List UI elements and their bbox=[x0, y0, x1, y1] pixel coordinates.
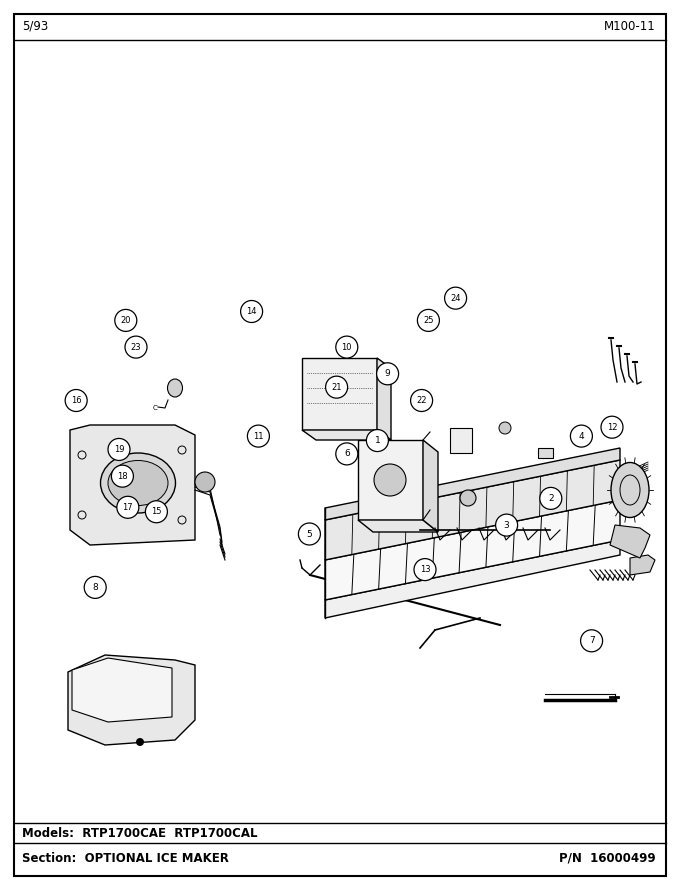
Polygon shape bbox=[325, 448, 620, 520]
Circle shape bbox=[195, 472, 215, 492]
Polygon shape bbox=[325, 540, 620, 618]
Circle shape bbox=[377, 363, 398, 384]
Circle shape bbox=[108, 439, 130, 460]
Polygon shape bbox=[72, 658, 172, 722]
Circle shape bbox=[418, 310, 439, 331]
Circle shape bbox=[540, 488, 562, 509]
Circle shape bbox=[146, 501, 167, 522]
Circle shape bbox=[65, 390, 87, 411]
Circle shape bbox=[136, 738, 144, 746]
Polygon shape bbox=[325, 460, 620, 560]
Circle shape bbox=[374, 464, 406, 496]
Polygon shape bbox=[630, 555, 655, 575]
Circle shape bbox=[411, 390, 432, 411]
Text: 8: 8 bbox=[92, 583, 98, 592]
Circle shape bbox=[367, 430, 388, 451]
Ellipse shape bbox=[611, 463, 649, 517]
Circle shape bbox=[414, 559, 436, 580]
Circle shape bbox=[299, 523, 320, 545]
Bar bbox=[302, 358, 377, 430]
Text: 2: 2 bbox=[548, 494, 554, 503]
Text: Models:  RTP1700CAE  RTP1700CAL: Models: RTP1700CAE RTP1700CAL bbox=[22, 827, 258, 839]
Text: 23: 23 bbox=[131, 343, 141, 352]
Circle shape bbox=[601, 417, 623, 438]
Polygon shape bbox=[610, 525, 650, 558]
Text: 1: 1 bbox=[375, 436, 380, 445]
Polygon shape bbox=[377, 358, 391, 440]
Bar bbox=[538, 448, 553, 458]
Text: M100-11: M100-11 bbox=[605, 20, 656, 33]
Circle shape bbox=[84, 577, 106, 598]
Polygon shape bbox=[358, 520, 438, 532]
Circle shape bbox=[125, 336, 147, 358]
Text: 20: 20 bbox=[120, 316, 131, 325]
Circle shape bbox=[460, 490, 476, 506]
Text: 10: 10 bbox=[341, 343, 352, 352]
Text: P/N  16000499: P/N 16000499 bbox=[560, 852, 656, 864]
Text: 24: 24 bbox=[450, 294, 461, 303]
Circle shape bbox=[445, 287, 466, 309]
Circle shape bbox=[336, 336, 358, 358]
Polygon shape bbox=[302, 430, 391, 440]
Text: 19: 19 bbox=[114, 445, 124, 454]
Circle shape bbox=[336, 443, 358, 465]
Text: 17: 17 bbox=[122, 503, 133, 512]
Circle shape bbox=[326, 376, 347, 398]
Text: 6: 6 bbox=[344, 449, 350, 458]
Text: 5: 5 bbox=[307, 530, 312, 538]
Text: 7: 7 bbox=[589, 636, 594, 645]
Text: 18: 18 bbox=[117, 472, 128, 481]
Text: 5/93: 5/93 bbox=[22, 20, 48, 33]
Circle shape bbox=[571, 425, 592, 447]
Polygon shape bbox=[423, 440, 438, 532]
Text: 3: 3 bbox=[504, 521, 509, 530]
Text: 22: 22 bbox=[416, 396, 427, 405]
Text: 4: 4 bbox=[579, 432, 584, 441]
Circle shape bbox=[117, 497, 139, 518]
Circle shape bbox=[248, 425, 269, 447]
Circle shape bbox=[241, 301, 262, 322]
Circle shape bbox=[115, 310, 137, 331]
Circle shape bbox=[496, 514, 517, 536]
Circle shape bbox=[581, 630, 602, 651]
Polygon shape bbox=[68, 655, 195, 745]
Text: 9: 9 bbox=[385, 369, 390, 378]
Circle shape bbox=[499, 422, 511, 434]
Text: 12: 12 bbox=[607, 423, 617, 432]
Polygon shape bbox=[325, 500, 620, 600]
Ellipse shape bbox=[167, 379, 182, 397]
Text: 25: 25 bbox=[423, 316, 434, 325]
Text: 14: 14 bbox=[246, 307, 257, 316]
Text: 16: 16 bbox=[71, 396, 82, 405]
Text: 13: 13 bbox=[420, 565, 430, 574]
Bar bbox=[358, 440, 423, 520]
Text: 11: 11 bbox=[253, 432, 264, 441]
Text: 15: 15 bbox=[151, 507, 162, 516]
Circle shape bbox=[112, 465, 133, 487]
Polygon shape bbox=[70, 425, 195, 545]
Text: Section:  OPTIONAL ICE MAKER: Section: OPTIONAL ICE MAKER bbox=[22, 852, 229, 864]
Ellipse shape bbox=[108, 460, 168, 506]
Ellipse shape bbox=[101, 453, 175, 513]
Text: C: C bbox=[152, 405, 157, 411]
Bar bbox=[450, 428, 472, 453]
Text: 21: 21 bbox=[331, 383, 342, 392]
